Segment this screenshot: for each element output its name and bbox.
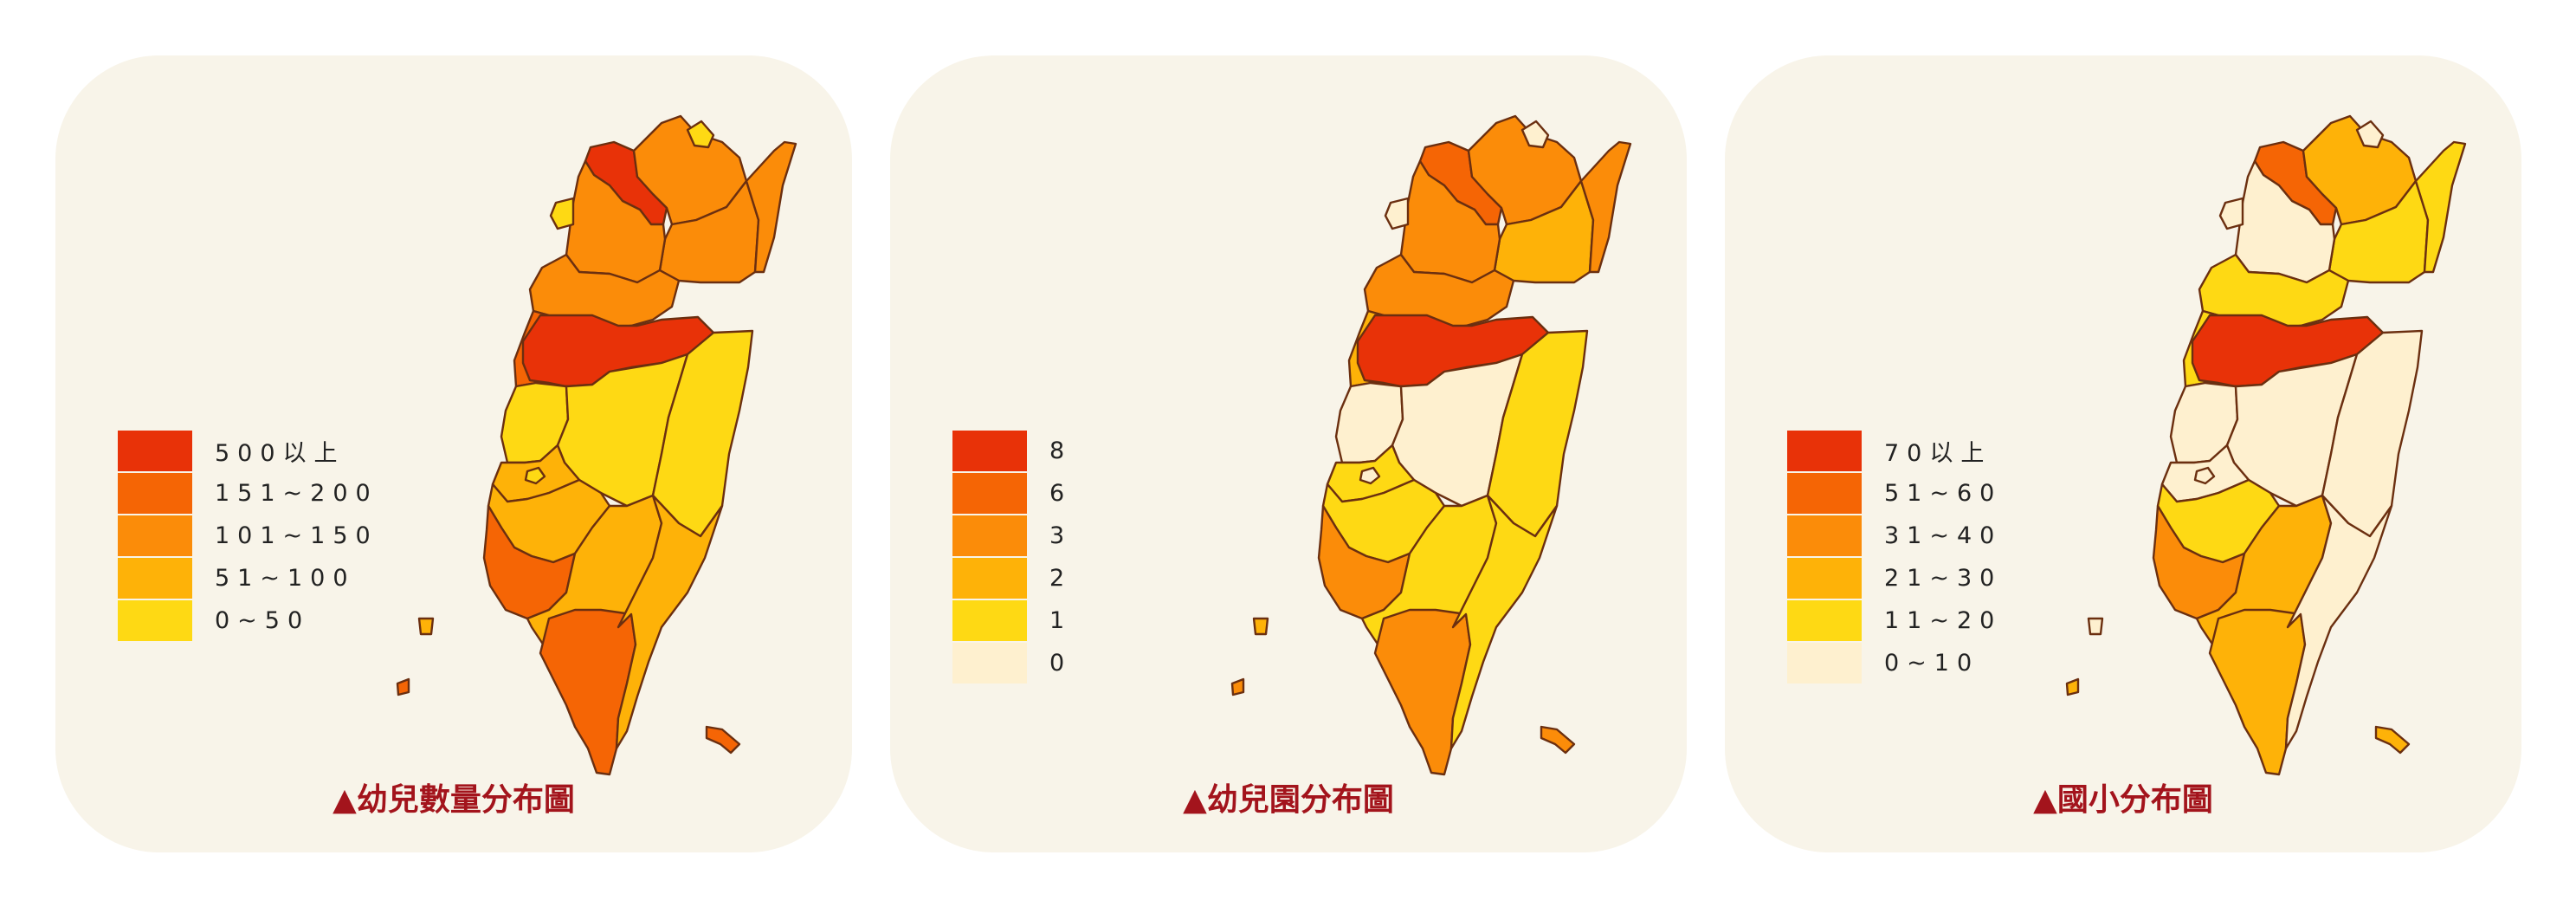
legend-item: 70以上 — [1787, 430, 2002, 472]
legend-swatch — [1787, 558, 1862, 599]
region-lanyu — [705, 725, 741, 755]
region-chiayi-city — [1359, 466, 1381, 485]
legend-swatch — [118, 431, 192, 471]
region-taitung — [1449, 494, 1559, 750]
legend-item: 1 — [952, 599, 1072, 642]
legend-swatch — [118, 558, 192, 599]
map-caption: ▲幼兒園分布圖 — [1183, 782, 1394, 818]
legend-item: 0 — [952, 642, 1072, 684]
region-chiayi-city — [524, 466, 546, 485]
region-taoyuan — [2234, 159, 2336, 284]
region-kinmen — [396, 677, 410, 696]
region-yilan — [2414, 140, 2467, 274]
legend-label: 1 — [1049, 607, 1073, 634]
legend-label: 500以上 — [215, 440, 345, 467]
legend-swatch — [952, 643, 1027, 683]
region-penghu — [2087, 617, 2104, 636]
region-hsinchu-county — [2198, 253, 2350, 331]
legend-label: 101~150 — [215, 522, 378, 549]
legend-swatch — [118, 515, 192, 556]
legend-swatch — [952, 431, 1027, 471]
legend-item: 6 — [952, 472, 1072, 515]
taiwan-map-kindergartens — [1230, 114, 1632, 776]
legend-label: 51~100 — [215, 565, 356, 592]
legend-label: 11~20 — [1884, 607, 2003, 634]
region-kinmen — [2065, 677, 2080, 696]
region-lanyu — [2374, 725, 2411, 755]
panel-child-population: 500以上 151~200 101~150 51~100 0~50 ▲幼兒數量分布圖 — [55, 55, 852, 852]
region-pingtung — [1373, 608, 1472, 776]
legend-swatch — [952, 558, 1027, 599]
region-keelung — [1520, 120, 1550, 149]
legend-swatch — [952, 515, 1027, 556]
region-hsinchu-city — [549, 197, 575, 230]
region-taitung — [615, 494, 724, 750]
region-pingtung — [2208, 608, 2307, 776]
region-taitung — [2284, 494, 2393, 750]
region-chiayi-city — [2193, 466, 2216, 485]
legend-swatch — [1787, 515, 1862, 556]
legend-item: 2 — [952, 557, 1072, 599]
legend-label: 3 — [1049, 522, 1073, 549]
region-penghu — [1252, 617, 1269, 636]
legend-item: 31~40 — [1787, 515, 2002, 557]
legend-swatch — [118, 600, 192, 641]
legend-item: 0~50 — [118, 599, 378, 642]
taiwan-map-child-population — [396, 114, 797, 776]
legend-swatch — [1787, 473, 1862, 514]
legend-item: 101~150 — [118, 515, 378, 557]
legend-item: 8 — [952, 430, 1072, 472]
legend-swatch — [1787, 431, 1862, 471]
panel-elementary-schools: 70以上 51~60 31~40 21~30 11~20 0~10 ▲國小分布圖 — [1725, 55, 2521, 852]
legend-item: 3 — [952, 515, 1072, 557]
taiwan-map-elementary-schools — [2065, 114, 2467, 776]
map-caption: ▲國小分布圖 — [2033, 782, 2213, 818]
legend-label: 0~50 — [215, 607, 311, 634]
legend-item: 11~20 — [1787, 599, 2002, 642]
region-kinmen — [1230, 677, 1245, 696]
legend: 500以上 151~200 101~150 51~100 0~50 — [118, 430, 378, 642]
legend-swatch — [952, 600, 1027, 641]
region-taoyuan — [565, 159, 667, 284]
legend: 70以上 51~60 31~40 21~30 11~20 0~10 — [1787, 430, 2002, 684]
region-hsinchu-county — [528, 253, 681, 331]
region-hsinchu-city — [2218, 197, 2244, 230]
legend-swatch — [952, 473, 1027, 514]
legend-label: 70以上 — [1884, 440, 1992, 467]
legend-label: 51~60 — [1884, 480, 2003, 507]
map-caption: ▲幼兒數量分布圖 — [332, 782, 575, 818]
legend: 8 6 3 2 1 0 — [952, 430, 1072, 684]
panel-kindergartens: 8 6 3 2 1 0 ▲幼兒園分布圖 — [890, 55, 1687, 852]
legend-item: 151~200 — [118, 472, 378, 515]
region-lanyu — [1540, 725, 1576, 755]
legend-label: 0~10 — [1884, 650, 1980, 677]
region-taoyuan — [1399, 159, 1501, 284]
region-hsinchu-city — [1384, 197, 1410, 230]
region-yilan — [1579, 140, 1632, 274]
legend-label: 31~40 — [1884, 522, 2003, 549]
legend-item: 500以上 — [118, 430, 378, 472]
region-pingtung — [539, 608, 637, 776]
legend-item: 0~10 — [1787, 642, 2002, 684]
region-yilan — [745, 140, 797, 274]
legend-swatch — [1787, 643, 1862, 683]
region-hsinchu-county — [1363, 253, 1515, 331]
legend-item: 51~60 — [1787, 472, 2002, 515]
legend-swatch — [1787, 600, 1862, 641]
legend-item: 51~100 — [118, 557, 378, 599]
region-keelung — [686, 120, 715, 149]
legend-item: 21~30 — [1787, 557, 2002, 599]
legend-label: 0 — [1049, 650, 1073, 677]
legend-swatch — [118, 473, 192, 514]
legend-label: 2 — [1049, 565, 1073, 592]
legend-label: 8 — [1049, 437, 1073, 464]
legend-label: 6 — [1049, 480, 1073, 507]
region-keelung — [2355, 120, 2385, 149]
legend-label: 21~30 — [1884, 565, 2003, 592]
legend-label: 151~200 — [215, 480, 378, 507]
region-penghu — [417, 617, 435, 636]
